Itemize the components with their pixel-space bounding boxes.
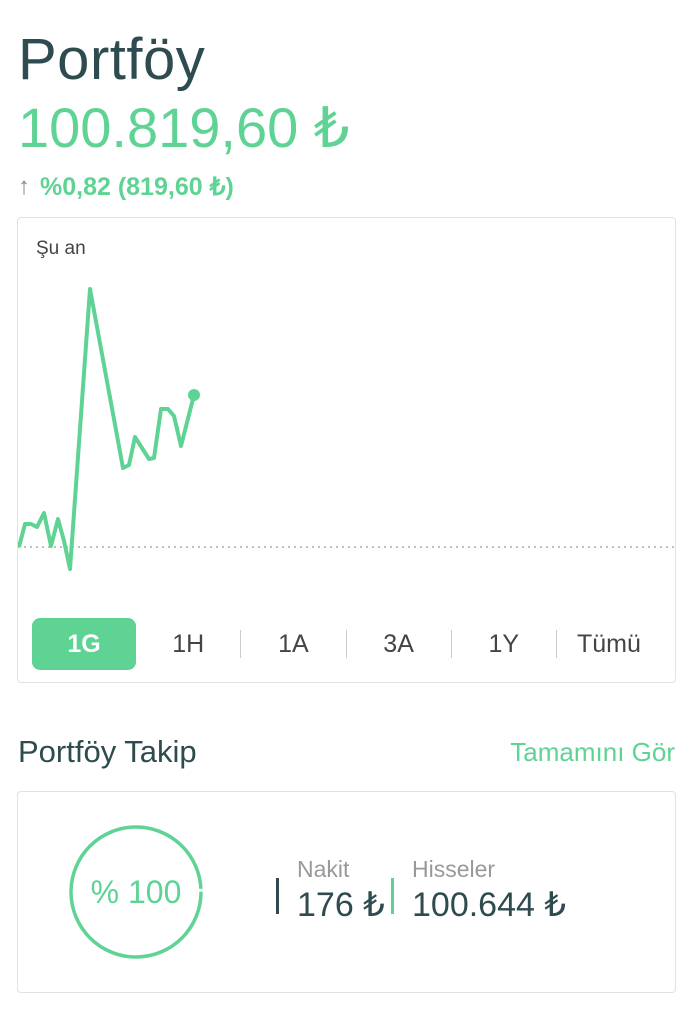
- portfolio-change: ↑ %0,82 (819,60 ₺): [18, 172, 234, 202]
- chart-time-label: Şu an: [36, 238, 86, 259]
- range-1a[interactable]: 1A: [278, 630, 309, 658]
- cash-label: Nakit: [297, 856, 350, 882]
- stocks-color-bar: [391, 877, 394, 914]
- allocation-percent: % 100: [90, 874, 182, 910]
- range-1y[interactable]: 1Y: [488, 630, 520, 658]
- range-all[interactable]: Tümü: [576, 630, 641, 658]
- cash-value: 176 ₺: [297, 886, 385, 924]
- time-range-selector: 1G 1H 1A 3A 1Y Tümü: [32, 618, 661, 670]
- current-point: [188, 389, 200, 401]
- chart-card: Şu an 1G 1H 1A 3A 1Y Tümü: [17, 217, 676, 683]
- portfolio-tracking-card[interactable]: % 100 Nakit 176 ₺ Hisseler 100.644 ₺: [17, 791, 676, 993]
- divider: [240, 630, 242, 658]
- cash-color-bar: [276, 877, 279, 914]
- stocks-legend: Hisseler 100.644 ₺: [391, 856, 566, 925]
- portfolio-total-value: 100.819,60 ₺: [18, 96, 350, 159]
- page-title: Portföy: [18, 27, 206, 92]
- portfolio-line-chart: [18, 287, 676, 571]
- section-title: Portföy Takip: [18, 734, 197, 769]
- stocks-value: 100.644 ₺: [412, 886, 566, 924]
- see-all-link[interactable]: Tamamını Gör: [510, 737, 675, 767]
- stocks-label: Hisseler: [412, 856, 496, 882]
- divider: [555, 630, 557, 658]
- price-line: [18, 287, 196, 571]
- range-3a[interactable]: 3A: [383, 630, 414, 658]
- change-text: %0,82 (819,60 ₺): [40, 173, 234, 201]
- divider: [345, 630, 347, 658]
- allocation-ring: [69, 825, 203, 959]
- arrow-up-icon: ↑: [18, 173, 30, 200]
- divider: [450, 630, 452, 658]
- range-1g[interactable]: 1G: [32, 618, 137, 670]
- cash-legend: Nakit 176 ₺: [276, 856, 385, 925]
- range-1h[interactable]: 1H: [172, 630, 205, 658]
